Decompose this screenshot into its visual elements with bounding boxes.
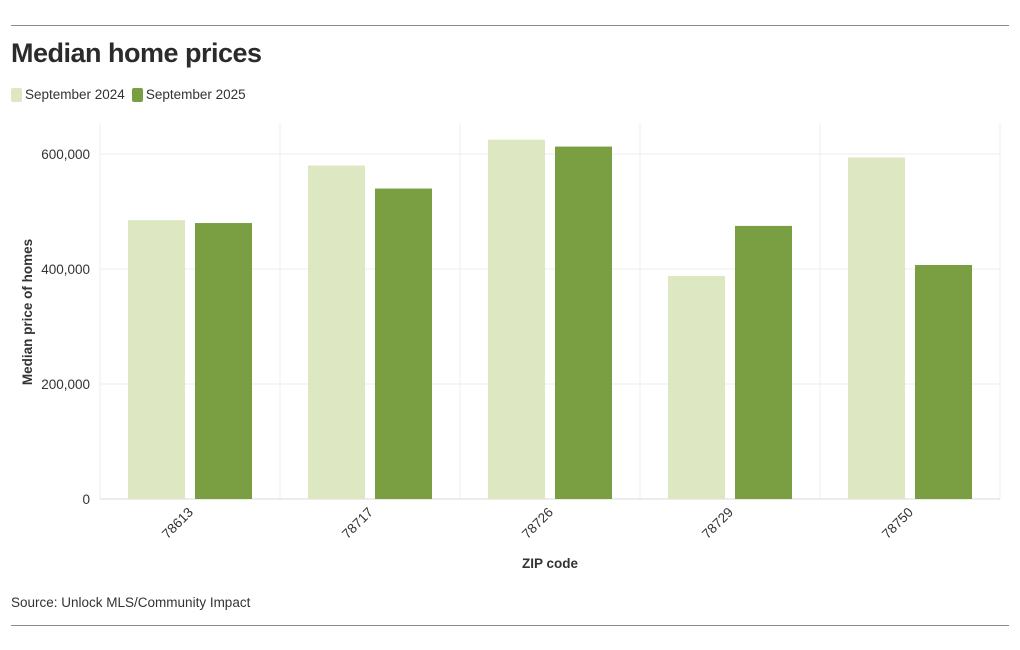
bar-september-2025-78717: [375, 188, 432, 499]
bar-september-2024-78729: [668, 275, 725, 499]
y-tick-label: 400,000: [41, 262, 90, 277]
chart-title: Median home prices: [11, 38, 262, 68]
y-axis-label: Median price of homes: [20, 239, 35, 385]
bar-chart: Median price of homes ZIP code 0 200,000 4…: [20, 123, 1001, 571]
y-tick-label: 600,000: [41, 147, 90, 162]
legend-swatch-september-2025: [131, 87, 143, 102]
bar-september-2025-78750: [915, 265, 972, 499]
bottom-rule: [11, 625, 1009, 626]
x-tick-label: 78726: [519, 505, 556, 542]
bar-september-2025-78729: [735, 225, 792, 499]
bar-september-2024-78750: [848, 157, 905, 499]
bar-september-2024-78717: [308, 165, 365, 499]
bar-september-2024-78613: [128, 220, 185, 499]
bar-september-2025-78613: [195, 223, 252, 500]
top-rule: [11, 25, 1009, 26]
bar-september-2025-78726: [555, 146, 612, 499]
x-tick-label: 78750: [879, 505, 916, 542]
x-tick-label: 78729: [699, 505, 736, 542]
x-axis-label: ZIP code: [522, 556, 579, 571]
y-tick-label: 200,000: [41, 377, 90, 392]
legend: September 2024 September 2025: [11, 87, 253, 102]
legend-label-september-2025: September 2025: [145, 87, 246, 102]
source-note: Source: Unlock MLS/Community Impact: [11, 595, 251, 610]
x-tick-label: 78717: [339, 505, 376, 542]
legend-item-september-2025: September 2025: [131, 87, 246, 102]
legend-item-september-2024: September 2024: [11, 87, 125, 102]
x-tick-label: 78613: [159, 505, 196, 542]
legend-swatch-september-2024: [11, 87, 22, 102]
bar-september-2024-78726: [488, 139, 545, 499]
y-tick-label: 0: [82, 492, 90, 507]
legend-label-september-2024: September 2024: [25, 87, 125, 102]
